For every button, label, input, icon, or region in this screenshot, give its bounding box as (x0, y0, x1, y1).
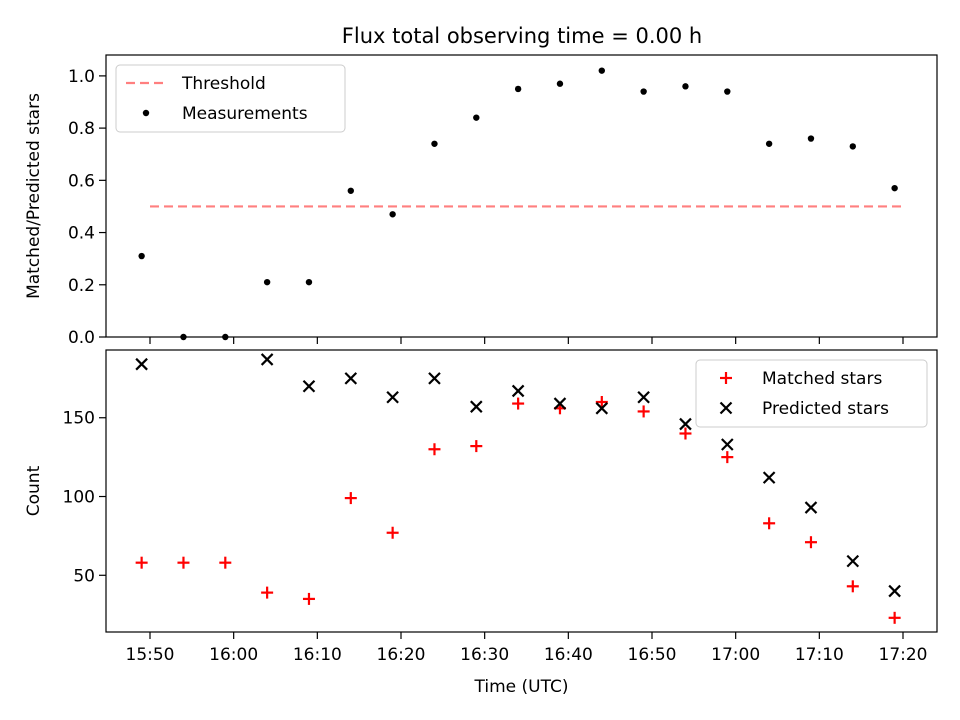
y-tick-label: 100 (63, 488, 95, 508)
measurement-point (515, 86, 521, 92)
y-tick-label: 0.4 (68, 224, 95, 244)
measurement-point (389, 211, 395, 217)
measurement-point (850, 143, 856, 149)
x-tick-label: 16:50 (628, 645, 677, 665)
x-tick-label: 17:10 (795, 645, 844, 665)
x-tick-label: 17:00 (711, 645, 760, 665)
measurement-point (724, 88, 730, 94)
measurement-point (640, 88, 646, 94)
y-axis-label: Matched/Predicted stars (24, 93, 44, 299)
measurement-point (348, 188, 354, 194)
measurement-point (138, 253, 144, 259)
y-tick-label: 50 (73, 566, 95, 586)
measurement-point (431, 141, 437, 147)
measurement-point (891, 185, 897, 191)
x-tick-label: 16:40 (544, 645, 593, 665)
measurement-point (557, 81, 563, 87)
legend-measurement-swatch (143, 110, 149, 116)
y-tick-label: 1.0 (68, 67, 95, 87)
x-tick-label: 17:20 (879, 645, 928, 665)
x-tick-label: 15:50 (126, 645, 175, 665)
measurement-point (599, 67, 605, 73)
y-tick-label: 0.8 (68, 119, 95, 139)
measurement-point (306, 279, 312, 285)
y-tick-label: 0.6 (68, 171, 95, 191)
measurement-point (766, 141, 772, 147)
figure: Flux total observing time = 0.00 h 0.0 0.… (0, 0, 960, 720)
measurement-point (473, 114, 479, 120)
x-tick-label: 16:00 (209, 645, 258, 665)
y-tick-label: 0.2 (68, 276, 95, 296)
y-tick-label: 0.0 (68, 328, 95, 348)
x-tick-label: 16:10 (293, 645, 342, 665)
legend-threshold-label: Threshold (181, 74, 266, 94)
y-tick-label: 150 (63, 409, 95, 429)
legend-matched-label: Matched stars (762, 369, 882, 389)
measurement-point (264, 279, 270, 285)
chart-title: Flux total observing time = 0.00 h (342, 24, 702, 48)
measurement-point (808, 135, 814, 141)
x-tick-label: 16:30 (460, 645, 509, 665)
x-axis-label: Time (UTC) (474, 677, 569, 697)
x-tick-label: 16:20 (377, 645, 426, 665)
y-axis-label: Count (24, 465, 44, 516)
legend-measurements-label: Measurements (182, 104, 308, 124)
measurement-point (682, 83, 688, 89)
legend-predicted-label: Predicted stars (762, 399, 889, 419)
